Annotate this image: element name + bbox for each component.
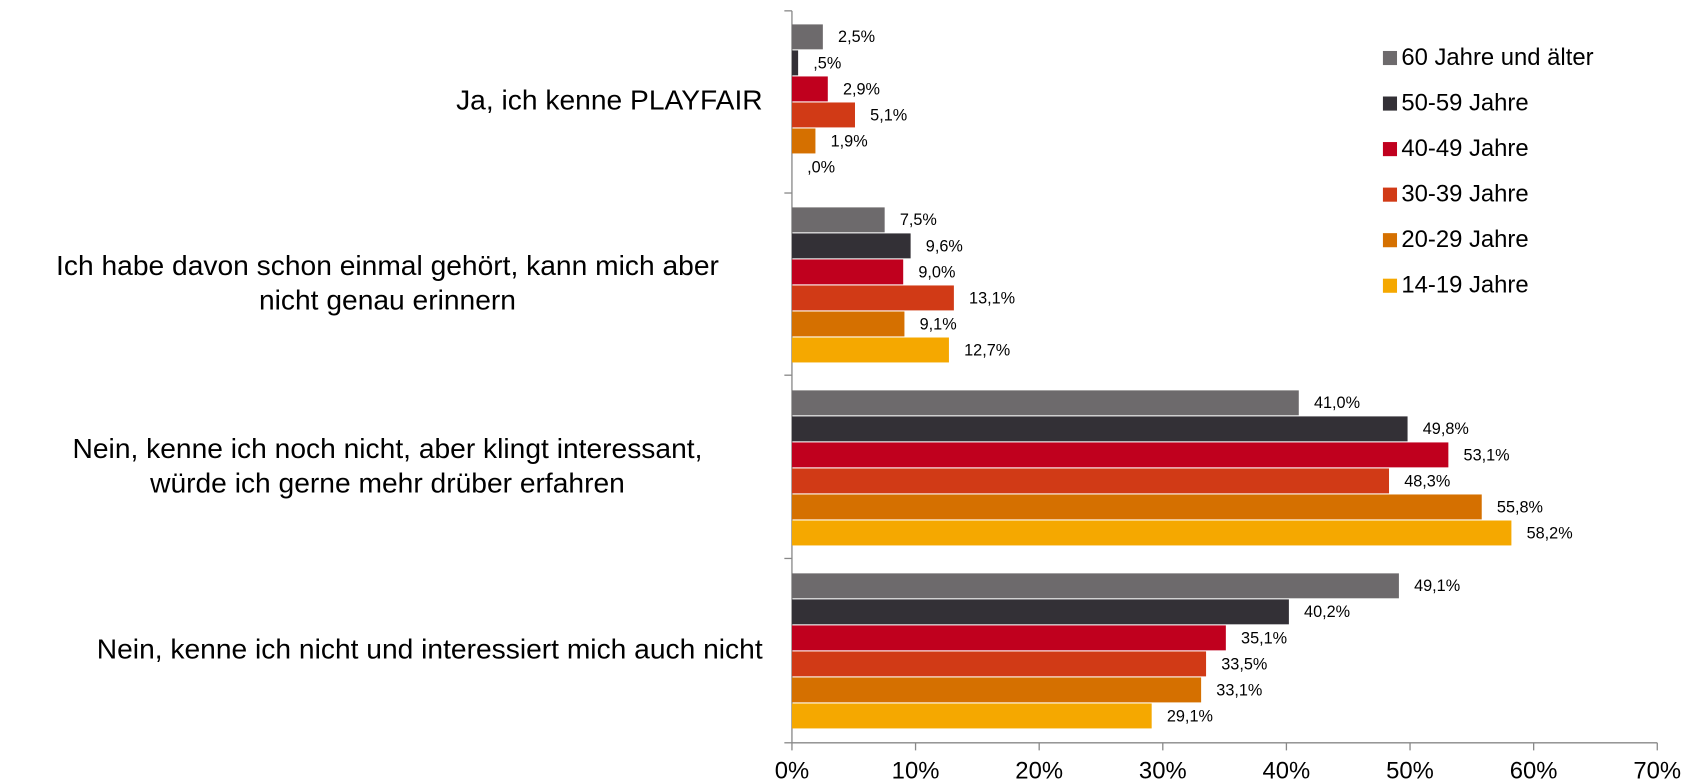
legend-swatch: [1382, 278, 1398, 293]
legend-label: 40-49 Jahre: [1401, 135, 1528, 162]
bar: [791, 50, 799, 76]
bar: [791, 651, 1207, 677]
value-label: 33,5%: [1221, 655, 1267, 673]
legend-swatch: [1382, 50, 1398, 66]
x-tick-label: 40%: [1263, 757, 1311, 784]
value-label: 58,2%: [1527, 524, 1573, 542]
value-label: 29,1%: [1167, 707, 1213, 725]
value-label: 35,1%: [1241, 629, 1287, 647]
bar: [791, 677, 1202, 703]
bar: [791, 207, 885, 233]
value-label: 49,1%: [1414, 577, 1460, 595]
category-label: Ja, ich kenne PLAYFAIR: [456, 84, 763, 116]
value-label: ,0%: [807, 158, 835, 176]
legend-swatch: [1382, 187, 1398, 202]
category-label: Nein, kenne ich noch nicht, aber klingt …: [73, 432, 703, 499]
x-tick-label: 70%: [1633, 757, 1681, 784]
value-label: 53,1%: [1464, 446, 1510, 464]
bar: [791, 416, 1408, 442]
bar: [791, 703, 1152, 729]
x-tick-label: 20%: [1015, 757, 1063, 784]
value-label: 33,1%: [1216, 681, 1262, 699]
bar: [791, 311, 905, 337]
value-label: 9,6%: [926, 237, 963, 255]
legend-swatch: [1382, 142, 1398, 157]
value-label: 40,2%: [1304, 603, 1350, 621]
legend-label: 14-19 Jahre: [1401, 272, 1528, 299]
bar: [791, 233, 911, 259]
bar: [791, 76, 828, 102]
bar: [791, 24, 823, 50]
bar: [791, 259, 904, 285]
category-label: Nein, kenne ich nicht und interessiert m…: [97, 633, 763, 665]
value-label: 2,9%: [843, 80, 880, 98]
bar: [791, 573, 1399, 599]
x-tick-label: 10%: [892, 757, 940, 784]
value-label: 7,5%: [900, 211, 937, 229]
value-label: 12,7%: [964, 341, 1010, 359]
legend-swatch: [1382, 96, 1398, 111]
bar: [791, 128, 816, 154]
legend-label: 60 Jahre und älter: [1401, 44, 1593, 71]
value-label: 48,3%: [1404, 472, 1450, 490]
bar: [791, 599, 1289, 625]
value-label: 5,1%: [870, 106, 907, 124]
bar: [791, 468, 1390, 494]
legend-label: 50-59 Jahre: [1401, 89, 1528, 116]
value-label: 2,5%: [838, 28, 875, 46]
bar: [791, 390, 1299, 416]
category-label: Ich habe davon schon einmal gehört, kann…: [56, 249, 719, 316]
value-label: 55,8%: [1497, 498, 1543, 516]
value-label: ,5%: [813, 54, 841, 72]
x-tick-label: 0%: [775, 757, 809, 784]
x-tick-label: 30%: [1139, 757, 1187, 784]
x-tick-label: 50%: [1386, 757, 1434, 784]
legend-label: 20-29 Jahre: [1401, 226, 1528, 253]
bar: [791, 102, 855, 128]
bar: [791, 337, 949, 363]
bar: [791, 494, 1482, 520]
value-label: 49,8%: [1423, 420, 1469, 438]
value-label: 1,9%: [831, 132, 868, 150]
bar: [791, 285, 954, 311]
x-tick-label: 60%: [1510, 757, 1558, 784]
legend-label: 30-39 Jahre: [1401, 180, 1528, 207]
value-label: 9,0%: [918, 263, 955, 281]
value-label: 41,0%: [1314, 394, 1360, 412]
value-label: 9,1%: [920, 315, 957, 333]
bar: [791, 520, 1512, 546]
bar: [791, 442, 1449, 468]
bar: [791, 625, 1226, 651]
legend-swatch: [1382, 233, 1398, 248]
value-label: 13,1%: [969, 289, 1015, 307]
